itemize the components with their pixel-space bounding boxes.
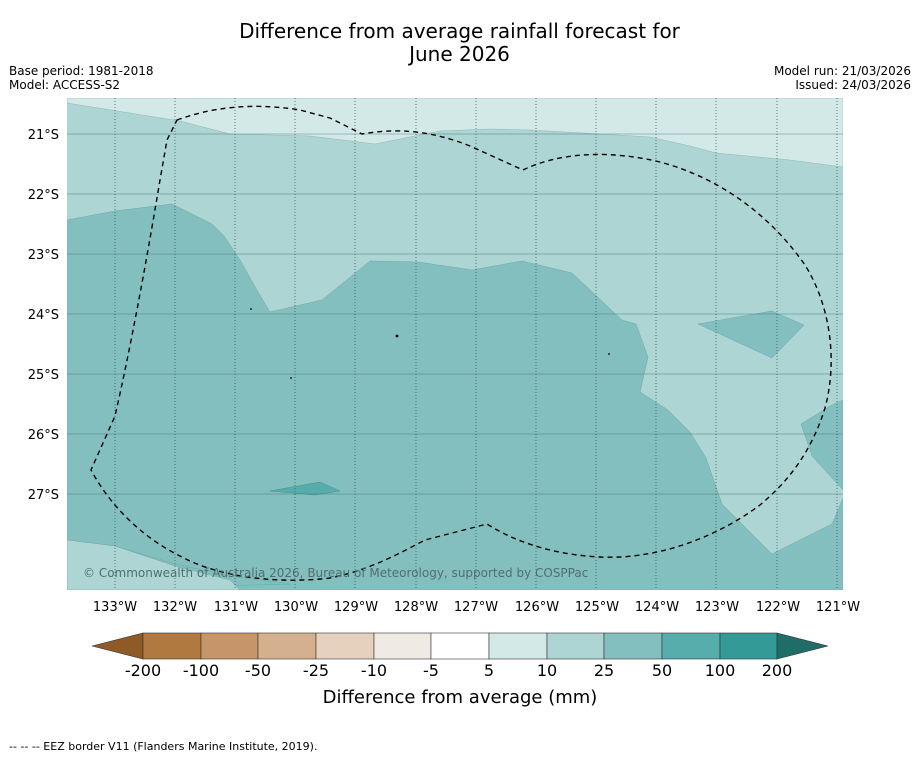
lat-label-27s: 27°S bbox=[28, 488, 59, 503]
base-period: Base period: 1981-2018 bbox=[9, 64, 154, 78]
title-line-1: Difference from average rainfall forecas… bbox=[239, 19, 680, 43]
lon-label-127w: 127°W bbox=[454, 600, 498, 615]
lon-label-125w: 125°W bbox=[575, 600, 619, 615]
eez-border bbox=[90, 105, 832, 581]
colorbar-tick-label: 5 bbox=[484, 661, 494, 680]
region-5-10-north bbox=[67, 98, 843, 168]
colorbar-cell bbox=[373, 632, 432, 660]
lon-label-131w: 131°W bbox=[214, 600, 258, 615]
colorbar-cell bbox=[546, 632, 605, 660]
colorbar-tick-label: -100 bbox=[183, 661, 219, 680]
colorbar-tick-label: 200 bbox=[762, 661, 793, 680]
colorbar-tick-label: -50 bbox=[245, 661, 271, 680]
colorbar-low-extension bbox=[91, 632, 144, 660]
lat-label-25s: 25°S bbox=[28, 368, 59, 383]
lat-label-23s: 23°S bbox=[28, 248, 59, 263]
colorbar-tick-label: 100 bbox=[705, 661, 736, 680]
colorbar-tick-label: 10 bbox=[537, 661, 557, 680]
latitude-gridlines bbox=[67, 133, 843, 495]
colorbar-axis-label: Difference from average (mm) bbox=[323, 687, 598, 708]
colorbar-cell bbox=[488, 632, 548, 660]
lon-label-124w: 124°W bbox=[635, 600, 679, 615]
colorbar-tick-label: -5 bbox=[423, 661, 439, 680]
lon-label-132w: 132°W bbox=[153, 600, 197, 615]
colorbar-high-extension bbox=[776, 632, 829, 660]
lat-label-26s: 26°S bbox=[28, 428, 59, 443]
lon-label-121w: 121°W bbox=[816, 600, 860, 615]
colorbar-cell bbox=[257, 632, 317, 660]
lat-label-22s: 22°S bbox=[28, 188, 59, 203]
colorbar-tick-label: -200 bbox=[125, 661, 161, 680]
lon-label-123w: 123°W bbox=[695, 600, 739, 615]
lon-label-122w: 122°W bbox=[756, 600, 800, 615]
colorbar-tick-label: -25 bbox=[303, 661, 329, 680]
lon-label-130w: 130°W bbox=[274, 600, 318, 615]
model-run: Model run: 21/03/2026 bbox=[773, 64, 911, 78]
colorbar-cell bbox=[200, 632, 259, 660]
region-25-50-east-edge bbox=[800, 399, 843, 491]
lon-label-129w: 129°W bbox=[334, 600, 378, 615]
colorbar-cell bbox=[661, 632, 721, 660]
lon-label-126w: 126°W bbox=[515, 600, 559, 615]
rainfall-anomaly-fields bbox=[67, 98, 843, 590]
eez-footnote: -- -- -- EEZ border V11 (Flanders Marine… bbox=[9, 740, 318, 753]
colorbar-tick-label: 50 bbox=[652, 661, 672, 680]
issued-date: Issued: 24/03/2026 bbox=[795, 78, 911, 92]
colorbar-cell bbox=[142, 632, 202, 660]
copyright-text: © Commonwealth of Australia 2026, Bureau… bbox=[83, 566, 588, 580]
lon-label-133w: 133°W bbox=[93, 600, 137, 615]
colorbar-cell bbox=[315, 632, 375, 660]
lon-label-128w: 128°W bbox=[394, 600, 438, 615]
colorbar-cell bbox=[719, 632, 778, 660]
region-25-50-east-patch bbox=[697, 310, 805, 359]
colorbar-tick-label: 25 bbox=[594, 661, 614, 680]
lat-label-24s: 24°S bbox=[28, 308, 59, 323]
model-name: Model: ACCESS-S2 bbox=[9, 78, 121, 92]
colorbar-tick-label: -10 bbox=[361, 661, 387, 680]
lat-label-21s: 21°S bbox=[28, 128, 59, 143]
colorbar-cell bbox=[430, 632, 490, 660]
colorbar bbox=[91, 632, 829, 660]
island-specks bbox=[250, 308, 610, 379]
region-50-100-patch bbox=[269, 481, 341, 496]
longitude-gridlines bbox=[114, 98, 838, 590]
colorbar-cell bbox=[603, 632, 663, 660]
title-line-2: June 2026 bbox=[409, 42, 510, 66]
